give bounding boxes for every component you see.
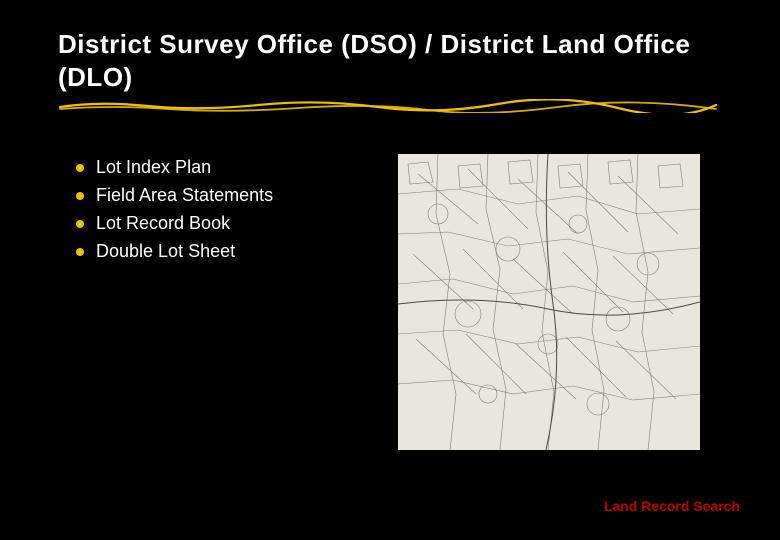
list-item: Lot Index Plan xyxy=(76,154,358,182)
list-item: Double Lot Sheet xyxy=(76,238,358,266)
list-item: Lot Record Book xyxy=(76,210,358,238)
map-image xyxy=(398,154,700,450)
title-underline xyxy=(58,99,718,118)
bullet-list: Lot Index Plan Field Area Statements Lot… xyxy=(58,154,358,450)
footer-text: Land Record Search xyxy=(604,498,740,514)
list-item: Field Area Statements xyxy=(76,182,358,210)
slide-title: District Survey Office (DSO) / District … xyxy=(58,28,722,93)
